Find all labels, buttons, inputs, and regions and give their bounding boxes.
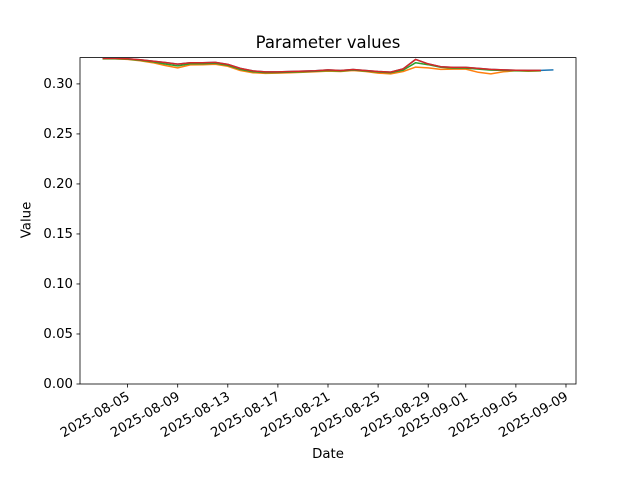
y-tick-label: 0.30 bbox=[43, 77, 73, 92]
series-line-series_2 bbox=[102, 58, 541, 75]
y-tick-label: 0.20 bbox=[43, 177, 73, 192]
y-tick-label: 0.25 bbox=[43, 127, 73, 142]
chart-title: Parameter values bbox=[255, 33, 401, 52]
axes-frame bbox=[79, 57, 577, 385]
y-axis-label: Value bbox=[19, 201, 35, 239]
y-tick-label: 0.05 bbox=[43, 327, 73, 342]
y-tick-label: 0.15 bbox=[43, 227, 73, 242]
x-axis-label: Date bbox=[312, 447, 344, 462]
y-tick-label: 0.00 bbox=[43, 377, 73, 392]
series-line-series_4 bbox=[102, 57, 541, 73]
y-tick-label: 0.10 bbox=[43, 277, 73, 292]
